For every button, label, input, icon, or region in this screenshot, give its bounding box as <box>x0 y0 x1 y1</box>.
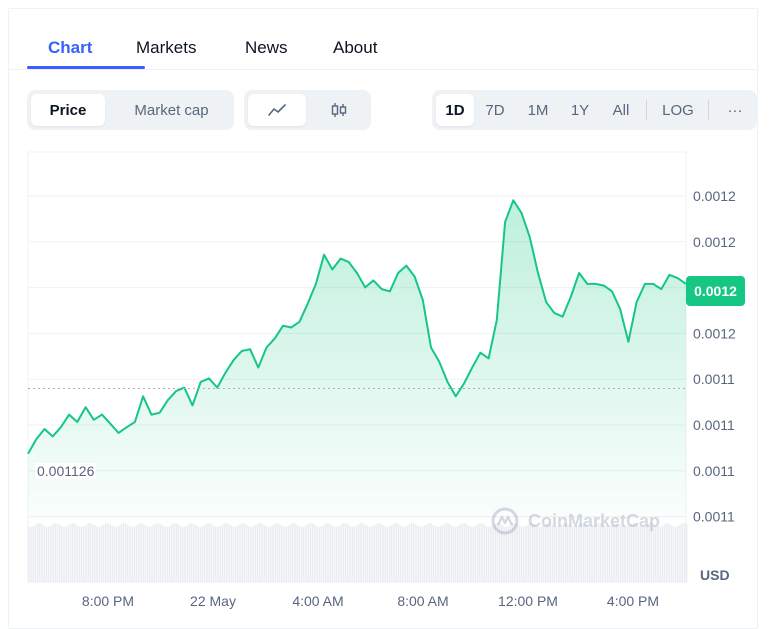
tab-chart[interactable]: Chart <box>48 38 93 57</box>
chart-type-toggle <box>244 90 371 130</box>
range-1y[interactable]: 1Y <box>570 101 590 119</box>
line-chart-icon <box>268 104 286 116</box>
range-1m[interactable]: 1M <box>527 101 549 119</box>
tab-markets[interactable]: Markets <box>136 38 197 57</box>
watermark: CoinMarketCap <box>490 506 660 536</box>
range-selector: 1D 7D 1M 1Y All LOG ··· <box>432 90 757 130</box>
log-scale-button[interactable]: LOG <box>662 101 694 119</box>
market-cap-button[interactable]: Market cap <box>134 101 209 119</box>
currency-label: USD <box>700 567 730 583</box>
tab-bar <box>8 30 758 70</box>
range-7d[interactable]: 7D <box>485 101 505 119</box>
candlestick-button[interactable] <box>310 94 368 126</box>
more-options-button[interactable]: ··· <box>727 101 743 119</box>
price-button[interactable]: Price <box>31 94 105 126</box>
tab-news[interactable]: News <box>245 38 288 57</box>
metric-toggle: Price Market cap <box>27 90 234 130</box>
line-chart-button[interactable] <box>248 94 306 126</box>
divider <box>646 100 647 120</box>
candlestick-icon <box>331 103 347 117</box>
coinmarketcap-logo-icon <box>491 507 519 535</box>
tab-about[interactable]: About <box>333 38 378 57</box>
watermark-text: CoinMarketCap <box>528 510 661 531</box>
range-1d[interactable]: 1D <box>436 94 474 126</box>
reference-price-label: 0.001126 <box>35 463 97 479</box>
current-price-tag: 0.0012 <box>686 276 745 306</box>
range-all[interactable]: All <box>612 101 630 119</box>
divider <box>708 100 709 120</box>
active-tab-indicator <box>27 66 145 69</box>
